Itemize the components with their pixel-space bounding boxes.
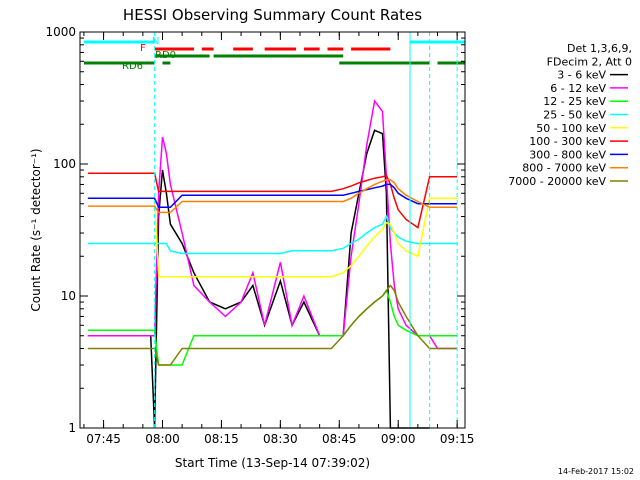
x-tick-label: 07:45: [86, 432, 121, 446]
legend-entry: 25 - 50 keV: [543, 109, 606, 122]
legend-entry: 300 - 800 keV: [529, 148, 606, 161]
legend-entry: 12 - 25 keV: [543, 95, 606, 108]
x-tick-label: 08:45: [322, 432, 357, 446]
y-tick-label: 10: [61, 289, 76, 303]
x-tick-label: 08:00: [145, 432, 180, 446]
y-tick-label: 1000: [45, 25, 76, 39]
legend-header: Det 1,3,6,9,: [567, 42, 632, 55]
plot-frame: [79, 31, 466, 429]
legend-entry: 100 - 300 keV: [529, 135, 606, 148]
legend-entry: 50 - 100 keV: [536, 122, 606, 135]
y-axis-label: Count Rate (s⁻¹ detector⁻¹): [29, 148, 43, 311]
legend-entry: 6 - 12 keV: [550, 82, 606, 95]
series-line-7: [87, 178, 458, 214]
x-axis-label: Start Time (13-Sep-14 07:39:02): [175, 456, 370, 470]
legend-entry: 3 - 6 keV: [557, 69, 606, 82]
flag-bars: NF RD0 RD6: [83, 36, 465, 72]
series-line-5: [87, 172, 458, 229]
flag-label-rd6: RD6: [122, 61, 143, 72]
series-line-4: [87, 197, 458, 278]
x-tick-label: 08:15: [204, 432, 239, 446]
y-tick-label: 1: [68, 421, 76, 435]
boundary-lines: [154, 32, 458, 428]
series-line-1: [87, 99, 458, 350]
chart-title: HESSI Observing Summary Count Rates: [123, 6, 422, 24]
flag-label-rd0: RD0: [155, 50, 176, 61]
series-lines: [87, 99, 458, 429]
legend-entry: 7000 - 20000 keV: [508, 175, 606, 188]
x-tick-label: 08:30: [263, 432, 298, 446]
series-line-3: [87, 214, 458, 255]
legend-entry: 800 - 7000 keV: [522, 162, 606, 175]
series-line-0: [87, 129, 430, 429]
timestamp-label: 14-Feb-2017 15:02: [558, 467, 634, 476]
series-line-8: [87, 284, 458, 366]
legend-header: FDecim 2, Att 0: [547, 55, 632, 68]
x-tick-label: 09:00: [381, 432, 416, 446]
x-tick-label: 09:15: [440, 432, 475, 446]
series-line-6: [87, 183, 458, 209]
y-tick-label: 100: [53, 157, 76, 171]
flag-label-f: F: [140, 43, 146, 54]
flag-label-n: N: [152, 36, 159, 47]
axis-ticks: 07:45 08:00 08:15 08:30 08:45 09:00 09:15 1 10 10…: [45, 25, 474, 446]
